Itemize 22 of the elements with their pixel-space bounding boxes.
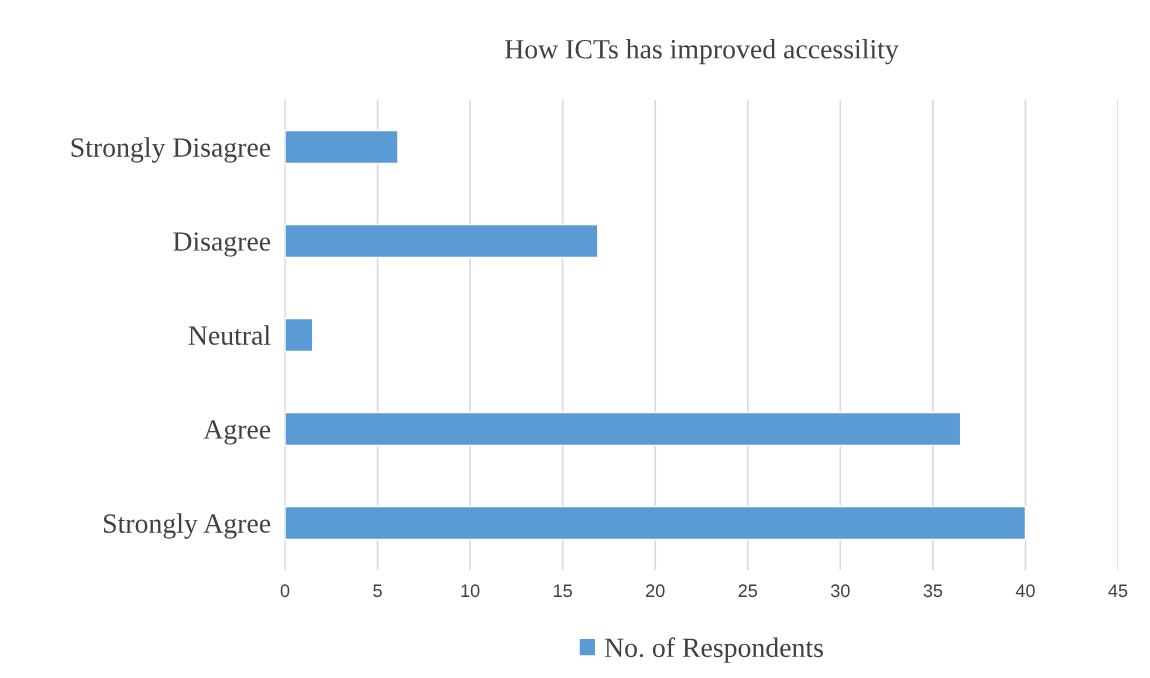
x-tick-label: 20 — [646, 584, 665, 598]
x-tick-label: 45 — [1108, 584, 1128, 598]
x-tick-label: 0 — [280, 584, 290, 598]
x-tick-label: 30 — [830, 584, 850, 598]
y-tick-label: Strongly Disagree — [71, 137, 271, 163]
y-tick-label: Disagree — [173, 232, 271, 257]
bar — [285, 129, 399, 165]
y-tick-label: Agree — [203, 420, 271, 445]
chart-title: How ICTs has improved accessility — [505, 39, 899, 65]
y-tick-label: Strongly Agree — [104, 513, 271, 539]
x-tick-label: 35 — [923, 584, 943, 598]
bar — [285, 505, 1027, 541]
bar — [285, 223, 599, 259]
x-tick-label: 40 — [1015, 584, 1035, 598]
y-tick-label: Neutral — [188, 325, 271, 345]
legend-label: No. of Respondents — [604, 637, 823, 663]
x-tick-label: 25 — [738, 584, 758, 598]
x-tick-label: 5 — [373, 584, 382, 598]
x-tick-label: 10 — [461, 584, 480, 598]
x-tick-label: 15 — [554, 584, 572, 598]
bar — [285, 411, 962, 447]
bar — [285, 317, 314, 353]
